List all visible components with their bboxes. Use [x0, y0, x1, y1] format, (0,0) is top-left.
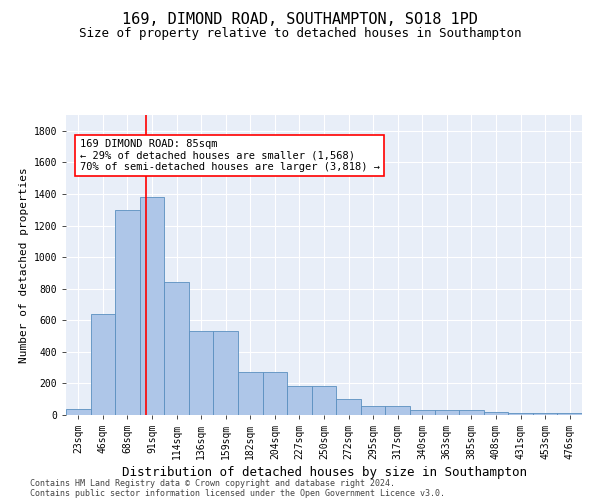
Text: Contains public sector information licensed under the Open Government Licence v3: Contains public sector information licen… — [30, 488, 445, 498]
Text: 169 DIMOND ROAD: 85sqm
← 29% of detached houses are smaller (1,568)
70% of semi-: 169 DIMOND ROAD: 85sqm ← 29% of detached… — [80, 138, 380, 172]
Bar — [434, 410, 459, 415]
Bar — [484, 412, 508, 415]
Bar — [238, 372, 263, 415]
Bar — [91, 314, 115, 415]
Bar — [189, 332, 214, 415]
Bar — [66, 408, 91, 415]
Bar — [263, 372, 287, 415]
Bar — [533, 414, 557, 415]
Bar — [336, 399, 361, 415]
Bar — [287, 386, 312, 415]
Bar — [214, 332, 238, 415]
Bar — [459, 410, 484, 415]
Y-axis label: Number of detached properties: Number of detached properties — [19, 167, 29, 363]
Text: Size of property relative to detached houses in Southampton: Size of property relative to detached ho… — [79, 28, 521, 40]
X-axis label: Distribution of detached houses by size in Southampton: Distribution of detached houses by size … — [121, 466, 527, 479]
Bar — [385, 406, 410, 415]
Bar — [361, 406, 385, 415]
Text: Contains HM Land Registry data © Crown copyright and database right 2024.: Contains HM Land Registry data © Crown c… — [30, 478, 395, 488]
Bar — [115, 210, 140, 415]
Text: 169, DIMOND ROAD, SOUTHAMPTON, SO18 1PD: 169, DIMOND ROAD, SOUTHAMPTON, SO18 1PD — [122, 12, 478, 28]
Bar — [312, 386, 336, 415]
Bar — [140, 197, 164, 415]
Bar — [164, 282, 189, 415]
Bar — [557, 414, 582, 415]
Bar — [410, 410, 434, 415]
Bar — [508, 412, 533, 415]
